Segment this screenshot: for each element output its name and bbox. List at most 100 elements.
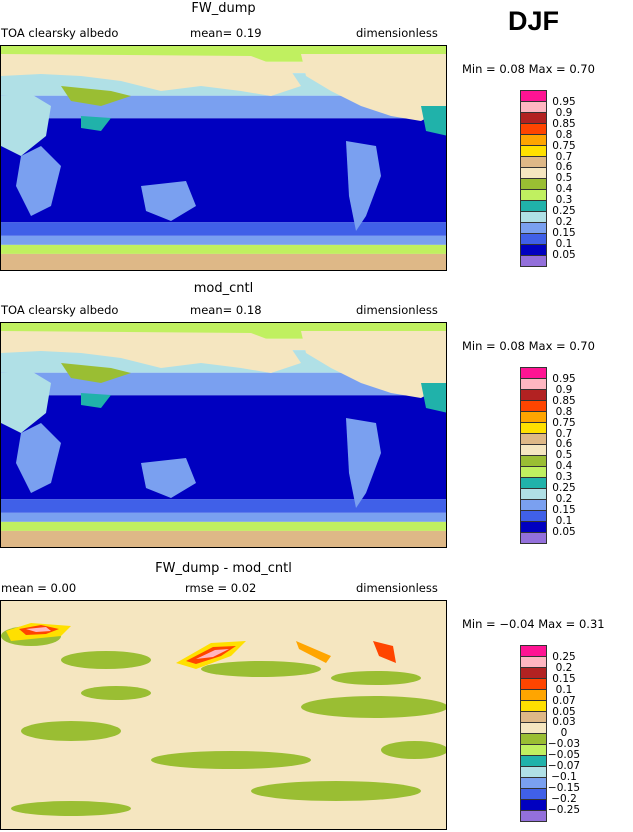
colorbar-tick-label: 0.05 xyxy=(552,525,576,538)
atlantic-core xyxy=(373,641,396,663)
asia-teal xyxy=(81,393,111,408)
colorbar-tick-label: 0.4 xyxy=(555,183,573,196)
colorbar-tick-label: 0.2 xyxy=(555,215,573,228)
negative-diff-patch xyxy=(81,686,151,700)
colorbar xyxy=(520,367,547,544)
albedo-band xyxy=(1,512,446,522)
colorbar-tick-label: 0.3 xyxy=(555,194,573,207)
panel-left-label: TOA clearsky albedo xyxy=(1,303,119,317)
colorbar-tick-label: 0.2 xyxy=(555,661,573,674)
colorbar-tick-label: −0.03 xyxy=(547,738,581,751)
colorbar-tick-label: 0.25 xyxy=(552,651,576,663)
antarctica-region xyxy=(1,256,446,270)
colorbar xyxy=(520,645,547,822)
colorbar-tick-label: 0.75 xyxy=(552,139,576,152)
panel-left-label: TOA clearsky albedo xyxy=(1,26,119,40)
australia-region xyxy=(141,458,196,498)
min-max-readout: Min = 0.08 Max = 0.70 xyxy=(462,339,595,353)
colorbar-tick-label: 0.1 xyxy=(555,683,573,696)
albedo-band xyxy=(1,521,446,531)
atlantic-streak xyxy=(296,641,331,663)
colorbar-tick-label: −0.07 xyxy=(547,760,581,772)
asia-green xyxy=(61,86,131,106)
north-america-region xyxy=(301,331,446,398)
colorbar-tick-label: 0.5 xyxy=(555,449,573,462)
colorbar-tick-label: 0.05 xyxy=(552,705,576,718)
colorbar-tick-label: −0.25 xyxy=(547,803,581,816)
albedo-band xyxy=(1,244,446,254)
colorbar-tick-label: 0.25 xyxy=(552,205,576,217)
positive-diff-peak xyxy=(26,627,51,632)
atlantic-teal xyxy=(421,106,446,136)
colorbar-tick-label: 0.15 xyxy=(552,672,576,685)
colorbar-tick-label: −0.05 xyxy=(547,749,581,762)
colorbar xyxy=(520,90,547,267)
colorbar-tick-label: 0.9 xyxy=(555,383,573,396)
albedo-band xyxy=(1,222,446,236)
africa-south xyxy=(16,146,61,216)
negative-diff-patch xyxy=(61,651,151,669)
albedo-band xyxy=(1,235,446,245)
negative-diff-patch xyxy=(331,671,421,685)
colorbar-tick-label: 0.15 xyxy=(552,503,576,516)
negative-diff-patch xyxy=(21,721,121,741)
colorbar-tick-label: 0.1 xyxy=(555,514,573,527)
panel-units-label: dimensionless xyxy=(356,581,438,595)
colorbar-tick-label: 0.2 xyxy=(555,492,573,505)
panel-mid-label: mean= 0.19 xyxy=(190,26,262,40)
min-max-readout: Min = 0.08 Max = 0.70 xyxy=(462,62,595,76)
colorbar-tick-label: 0.85 xyxy=(552,117,576,130)
negative-diff-patch xyxy=(11,801,131,816)
colorbar-tick-label: 0.07 xyxy=(552,694,576,707)
colorbar-tick-label: 0.3 xyxy=(555,471,573,484)
negative-diff-patch xyxy=(151,751,311,769)
albedo-band xyxy=(1,395,446,500)
negative-diff-patch xyxy=(301,696,446,718)
eurasia-region xyxy=(1,54,301,96)
colorbar-tick-label: 0 xyxy=(560,727,568,740)
map-plot xyxy=(0,322,447,548)
map-plot xyxy=(0,45,447,271)
africa-region xyxy=(1,94,51,156)
season-label: DJF xyxy=(508,6,560,36)
north-america-region xyxy=(301,54,446,121)
colorbar-tick-label: 0.6 xyxy=(555,438,573,451)
pacific-peak xyxy=(196,649,229,659)
colorbar-tick-label: −0.1 xyxy=(551,770,577,783)
colorbar-tick-label: 0.5 xyxy=(555,172,573,185)
map-plot xyxy=(0,600,447,830)
colorbar-tick-label: 0.05 xyxy=(552,248,576,261)
atlantic-teal xyxy=(421,383,446,413)
albedo-band xyxy=(1,118,446,223)
africa-south xyxy=(16,423,61,493)
colorbar-swatch xyxy=(520,810,547,822)
colorbar-tick-label: 0.95 xyxy=(552,373,576,385)
antarctica-region xyxy=(1,533,446,547)
colorbar-tick-label: 0.95 xyxy=(552,96,576,108)
panel-title: mod_cntl xyxy=(193,281,254,296)
colorbar-tick-label: 0.4 xyxy=(555,460,573,473)
panel-units-label: dimensionless xyxy=(356,26,438,40)
eurasia-region xyxy=(1,331,301,373)
colorbar-tick-label: 0.8 xyxy=(555,128,573,141)
panel-mid-label: rmse = 0.02 xyxy=(185,581,257,595)
south-america-region xyxy=(346,418,381,508)
colorbar-tick-label: 0.7 xyxy=(555,427,573,440)
panel-left-label: mean = 0.00 xyxy=(1,581,77,595)
colorbar-tick-label: 0.7 xyxy=(555,150,573,163)
panel-units-label: dimensionless xyxy=(356,303,438,317)
asia-teal xyxy=(81,116,111,131)
south-america-region xyxy=(346,141,381,231)
panel-title: FW_dump - mod_cntl xyxy=(155,561,292,576)
colorbar-tick-label: 0.8 xyxy=(555,405,573,418)
australia-region xyxy=(141,181,196,221)
colorbar-tick-label: 0.15 xyxy=(552,226,576,239)
colorbar-tick-label: −0.2 xyxy=(551,792,577,805)
colorbar-tick-label: 0.75 xyxy=(552,416,576,429)
colorbar-swatch xyxy=(520,532,547,544)
albedo-band xyxy=(1,499,446,513)
colorbar-tick-label: −0.15 xyxy=(547,781,581,794)
colorbar-tick-label: 0.03 xyxy=(552,716,576,729)
colorbar-tick-label: 0.9 xyxy=(555,106,573,119)
panel-title: FW_dump xyxy=(191,1,256,16)
